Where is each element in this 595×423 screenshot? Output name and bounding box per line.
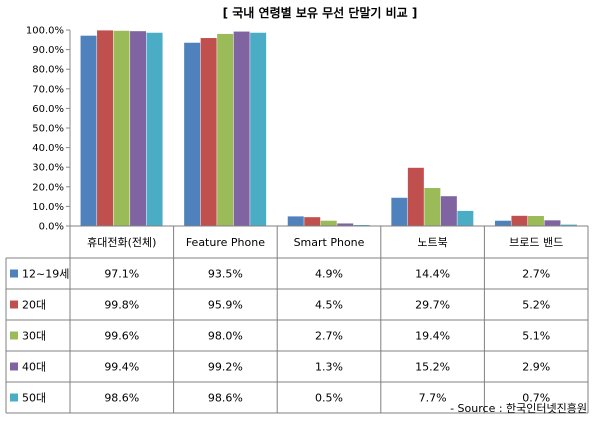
legend-label: 12~19세 — [22, 268, 69, 281]
category-label: 휴대전화(전체) — [87, 236, 156, 249]
bar-2-3 — [424, 187, 441, 226]
legend-swatch — [10, 300, 18, 309]
y-tick-label: 50.0% — [32, 124, 64, 135]
category-label: 브로드 밴드 — [509, 236, 563, 249]
bar-1-0 — [97, 30, 114, 227]
data-label: 15.2% — [415, 361, 450, 374]
bar-3-2 — [337, 223, 354, 226]
legend-label: 40대 — [22, 361, 46, 374]
bar-3-1 — [233, 31, 250, 227]
legend-swatch — [10, 331, 18, 340]
data-label: 98.6% — [208, 392, 243, 405]
bar-2-4 — [527, 216, 544, 226]
data-label: 93.5% — [208, 268, 243, 281]
y-tick-label: 100.0% — [26, 26, 64, 37]
data-label: 4.5% — [315, 299, 343, 312]
bar-4-3 — [457, 210, 474, 226]
bar-2-1 — [217, 33, 234, 226]
chart-title: [ 국내 연령별 보유 무선 단말기 비교 ] — [223, 5, 418, 20]
source-note: - Source : 한국인터넷진흥원 — [450, 402, 587, 415]
y-tick-label: 30.0% — [32, 163, 64, 174]
data-label: 95.9% — [208, 299, 243, 312]
bar-3-4 — [544, 220, 561, 226]
category-label: Feature Phone — [186, 236, 265, 249]
bar-0-2 — [287, 216, 304, 226]
data-table: 휴대전화(전체) Feature Phone Smart Phone 노트북 브로드 밴… — [5, 225, 589, 414]
data-label: 0.7% — [522, 392, 550, 405]
bar-4-1 — [250, 32, 267, 226]
data-label: 97.1% — [104, 268, 139, 281]
bar-0-4 — [494, 220, 511, 226]
data-label: 7.7% — [419, 392, 447, 405]
data-label: 4.9% — [315, 268, 343, 281]
bar-4-4 — [560, 224, 577, 226]
bar-2-0 — [113, 30, 130, 227]
bar-1-3 — [407, 167, 424, 226]
legend-label: 50대 — [22, 392, 46, 405]
data-label: 99.2% — [208, 361, 243, 374]
data-label: 99.4% — [104, 361, 139, 374]
data-label: 98.6% — [104, 392, 139, 405]
data-label: 98.0% — [208, 330, 243, 343]
data-label: 29.7% — [415, 299, 450, 312]
y-tick-label: 20.0% — [32, 182, 64, 193]
data-label: 1.3% — [315, 361, 343, 374]
y-axis: 0.0% 10.0% 20.0% 30.0% 40.0% 50.0% 60.0% 70.0% 8… — [26, 26, 71, 233]
y-tick-label: 90.0% — [32, 45, 64, 56]
bars — [80, 30, 577, 227]
y-tick-label: 70.0% — [32, 84, 64, 95]
data-label: 5.1% — [522, 330, 550, 343]
data-label: 2.9% — [522, 361, 550, 374]
y-tick-label: 80.0% — [32, 65, 64, 76]
bar-0-3 — [391, 197, 408, 226]
legend-label: 20대 — [22, 299, 46, 312]
legend-swatch — [10, 362, 18, 371]
data-label: 99.8% — [104, 299, 139, 312]
bar-0-0 — [80, 35, 97, 227]
category-label: 노트북 — [417, 236, 447, 249]
bar-4-0 — [146, 32, 163, 226]
data-label: 0.5% — [315, 392, 343, 405]
bar-1-2 — [304, 217, 321, 226]
bar-1-4 — [511, 215, 528, 226]
legend-label: 30대 — [22, 330, 46, 343]
legend-swatch — [10, 269, 18, 278]
bar-3-3 — [440, 196, 457, 226]
data-label: 2.7% — [522, 268, 550, 281]
y-tick-label: 0.0% — [39, 222, 64, 233]
data-label: 19.4% — [415, 330, 450, 343]
data-label: 5.2% — [522, 299, 550, 312]
data-label: 2.7% — [315, 330, 343, 343]
bar-3-0 — [130, 31, 147, 227]
legend-swatch — [10, 393, 18, 402]
bar-1-1 — [200, 38, 217, 227]
y-tick-label: 10.0% — [32, 202, 64, 213]
data-label: 99.6% — [104, 330, 139, 343]
data-label: 14.4% — [415, 268, 450, 281]
y-tick-label: 40.0% — [32, 143, 64, 154]
category-label: Smart Phone — [294, 236, 365, 249]
y-tick-label: 60.0% — [32, 104, 64, 115]
bar-2-2 — [320, 220, 337, 226]
bar-0-1 — [184, 42, 201, 226]
